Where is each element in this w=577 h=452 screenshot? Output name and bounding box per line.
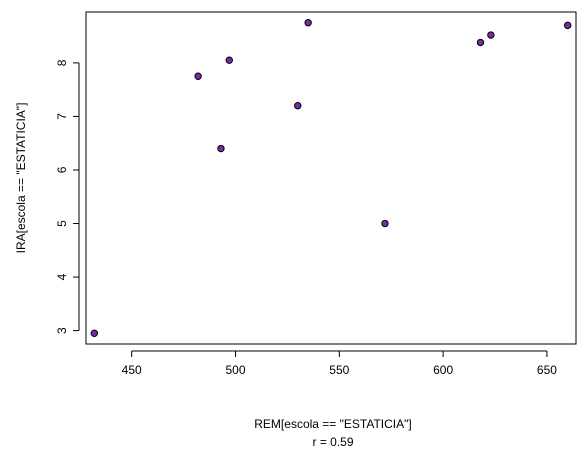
y-tick-label: 8 <box>55 59 69 66</box>
x-tick-label: 650 <box>537 363 557 377</box>
x-tick-label: 450 <box>122 363 142 377</box>
y-tick-label: 6 <box>55 166 69 173</box>
y-tick-label: 5 <box>55 220 69 227</box>
y-axis: 3 4 5 6 7 8 <box>55 59 80 334</box>
x-tick-label: 600 <box>433 363 453 377</box>
data-points <box>90 19 572 337</box>
data-point <box>217 144 225 153</box>
data-point <box>294 102 302 110</box>
data-point <box>381 219 389 228</box>
data-point <box>225 56 233 64</box>
data-point <box>563 21 572 30</box>
x-tick-label: 500 <box>225 363 245 377</box>
correlation-label: r = 0.59 <box>312 435 353 449</box>
y-tick-label: 3 <box>55 327 69 334</box>
y-tick-label: 4 <box>55 273 69 280</box>
data-point <box>476 38 485 47</box>
data-point <box>304 19 312 27</box>
data-point <box>90 329 99 337</box>
y-axis-label: IRA[escola == "ESTATICIA"] <box>14 103 28 254</box>
x-axis: 450 500 550 600 650 <box>122 350 557 377</box>
x-tick-label: 550 <box>329 363 349 377</box>
plot-frame <box>85 11 577 345</box>
y-tick-label: 7 <box>55 113 69 120</box>
x-axis-label: REM[escola == "ESTATICIA"] <box>254 417 411 431</box>
data-point <box>487 31 495 39</box>
data-point <box>194 72 202 80</box>
